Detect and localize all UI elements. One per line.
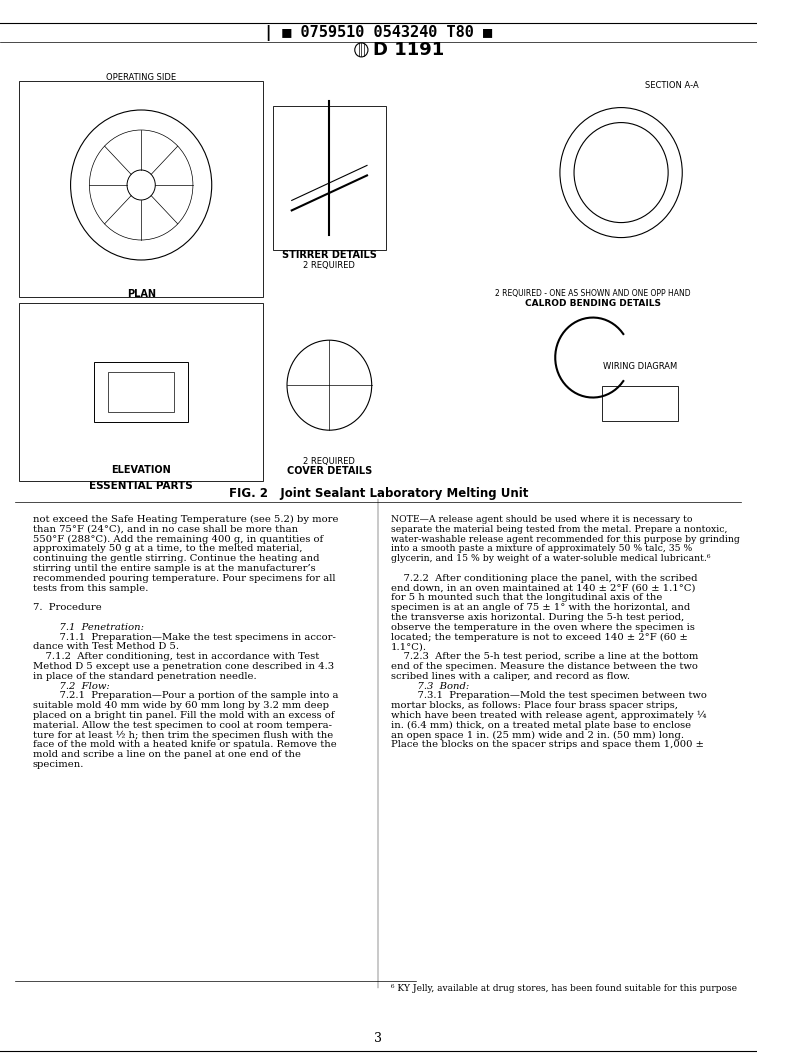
Text: Place the blocks on the spacer strips and space them 1,000 ±: Place the blocks on the spacer strips an… xyxy=(390,740,703,750)
Text: recommended pouring temperature. Pour specimens for all: recommended pouring temperature. Pour sp… xyxy=(33,573,335,583)
Text: continuing the gentle stirring. Continue the heating and: continuing the gentle stirring. Continue… xyxy=(33,554,319,563)
Text: PLAN: PLAN xyxy=(127,289,156,298)
Text: mold and scribe a line on the panel at one end of the: mold and scribe a line on the panel at o… xyxy=(33,750,300,759)
Text: an open space 1 in. (25 mm) wide and 2 in. (50 mm) long.: an open space 1 in. (25 mm) wide and 2 i… xyxy=(390,731,683,740)
Text: 7.  Procedure: 7. Procedure xyxy=(33,603,101,613)
Text: COVER DETAILS: COVER DETAILS xyxy=(287,466,372,476)
Text: WIRING DIAGRAM: WIRING DIAGRAM xyxy=(602,362,676,371)
Text: 7.1.2  After conditioning, test in accordance with Test: 7.1.2 After conditioning, test in accord… xyxy=(33,652,319,662)
Text: water-washable release agent recommended for this purpose by grinding: water-washable release agent recommended… xyxy=(390,534,739,544)
Text: which have been treated with release agent, approximately ¼: which have been treated with release age… xyxy=(390,712,705,720)
Text: ⁶ KY Jelly, available at drug stores, has been found suitable for this purpose: ⁶ KY Jelly, available at drug stores, ha… xyxy=(390,984,736,993)
Text: the transverse axis horizontal. During the 5-h test period,: the transverse axis horizontal. During t… xyxy=(390,613,683,622)
Text: | ■ 0759510 0543240 T80 ■: | ■ 0759510 0543240 T80 ■ xyxy=(264,24,491,41)
Text: OPERATING SIDE: OPERATING SIDE xyxy=(106,73,176,82)
Text: NOTE—A release agent should be used where it is necessary to: NOTE—A release agent should be used wher… xyxy=(390,515,691,524)
Text: 2 REQUIRED - ONE AS SHOWN AND ONE OPP HAND: 2 REQUIRED - ONE AS SHOWN AND ONE OPP HA… xyxy=(495,289,690,297)
Text: glycerin, and 15 % by weight of a water-soluble medical lubricant.⁶: glycerin, and 15 % by weight of a water-… xyxy=(390,554,709,563)
Text: FIG. 2   Joint Sealant Laboratory Melting Unit: FIG. 2 Joint Sealant Laboratory Melting … xyxy=(228,487,528,500)
Text: into a smooth paste a mixture of approximately 50 % talc, 35 %: into a smooth paste a mixture of approxi… xyxy=(390,545,691,553)
Text: 7.1.1  Preparation—Make the test specimens in accor-: 7.1.1 Preparation—Make the test specimen… xyxy=(47,633,336,641)
Text: ture for at least ½ h; then trim the specimen flush with the: ture for at least ½ h; then trim the spe… xyxy=(33,731,332,740)
Text: 7.2  Flow:: 7.2 Flow: xyxy=(47,682,110,690)
Text: 1.1°C).: 1.1°C). xyxy=(390,643,426,651)
Text: in. (6.4 mm) thick, on a treated metal plate base to enclose: in. (6.4 mm) thick, on a treated metal p… xyxy=(390,721,690,730)
Text: 7.1  Penetration:: 7.1 Penetration: xyxy=(47,623,144,632)
Text: in place of the standard penetration needle.: in place of the standard penetration nee… xyxy=(33,672,256,681)
Text: approximately 50 g at a time, to the melted material,: approximately 50 g at a time, to the mel… xyxy=(33,545,302,553)
Text: 550°F (288°C). Add the remaining 400 g, in quantities of: 550°F (288°C). Add the remaining 400 g, … xyxy=(33,534,323,544)
Text: 7.2.2  After conditioning place the panel, with the scribed: 7.2.2 After conditioning place the panel… xyxy=(390,573,696,583)
Text: material. Allow the test specimen to cool at room tempera-: material. Allow the test specimen to coo… xyxy=(33,721,332,730)
Text: 3: 3 xyxy=(374,1032,381,1045)
Text: 7.3  Bond:: 7.3 Bond: xyxy=(404,682,468,690)
Text: stirring until the entire sample is at the manufacturer’s: stirring until the entire sample is at t… xyxy=(33,564,315,573)
Text: than 75°F (24°C), and in no case shall be more than: than 75°F (24°C), and in no case shall b… xyxy=(33,525,298,534)
Text: located; the temperature is not to exceed 140 ± 2°F (60 ±: located; the temperature is not to excee… xyxy=(390,633,687,641)
Text: end down, in an oven maintained at 140 ± 2°F (60 ± 1.1°C): end down, in an oven maintained at 140 ±… xyxy=(390,584,694,593)
Text: observe the temperature in the oven where the specimen is: observe the temperature in the oven wher… xyxy=(390,623,694,632)
Text: CALROD BENDING DETAILS: CALROD BENDING DETAILS xyxy=(524,298,660,308)
Text: end of the specimen. Measure the distance between the two: end of the specimen. Measure the distanc… xyxy=(390,662,696,671)
Text: for 5 h mounted such that the longitudinal axis of the: for 5 h mounted such that the longitudin… xyxy=(390,594,661,602)
Text: placed on a bright tin panel. Fill the mold with an excess of: placed on a bright tin panel. Fill the m… xyxy=(33,712,334,720)
Text: face of the mold with a heated knife or spatula. Remove the: face of the mold with a heated knife or … xyxy=(33,740,336,750)
FancyBboxPatch shape xyxy=(94,362,188,422)
Text: Method D 5 except use a penetration cone described in 4.3: Method D 5 except use a penetration cone… xyxy=(33,662,333,671)
Text: 7.3.1  Preparation—Mold the test specimen between two: 7.3.1 Preparation—Mold the test specimen… xyxy=(404,691,706,701)
Text: not exceed the Safe Heating Temperature (see 5.2) by more: not exceed the Safe Heating Temperature … xyxy=(33,515,338,525)
FancyBboxPatch shape xyxy=(18,82,263,296)
Text: ESSENTIAL PARTS: ESSENTIAL PARTS xyxy=(89,481,193,492)
FancyBboxPatch shape xyxy=(18,303,263,481)
Text: scribed lines with a caliper, and record as flow.: scribed lines with a caliper, and record… xyxy=(390,672,629,681)
Text: 2 REQUIRED: 2 REQUIRED xyxy=(303,458,355,466)
Text: 2 REQUIRED: 2 REQUIRED xyxy=(303,261,355,271)
Text: separate the material being tested from the metal. Prepare a nontoxic,: separate the material being tested from … xyxy=(390,525,726,534)
Text: suitable mold 40 mm wide by 60 mm long by 3.2 mm deep: suitable mold 40 mm wide by 60 mm long b… xyxy=(33,701,328,710)
Text: SECTION A-A: SECTION A-A xyxy=(644,82,698,90)
Text: STIRRER DETAILS: STIRRER DETAILS xyxy=(282,251,377,260)
Text: specimen.: specimen. xyxy=(33,760,84,769)
Text: 7.2.3  After the 5-h test period, scribe a line at the bottom: 7.2.3 After the 5-h test period, scribe … xyxy=(390,652,697,662)
Text: ELEVATION: ELEVATION xyxy=(111,465,171,475)
Text: D 1191: D 1191 xyxy=(372,41,443,58)
Text: 7.2.1  Preparation—Pour a portion of the sample into a: 7.2.1 Preparation—Pour a portion of the … xyxy=(47,691,338,701)
Text: mortar blocks, as follows: Place four brass spacer strips,: mortar blocks, as follows: Place four br… xyxy=(390,701,677,710)
Text: dance with Test Method D 5.: dance with Test Method D 5. xyxy=(33,643,179,651)
Text: specimen is at an angle of 75 ± 1° with the horizontal, and: specimen is at an angle of 75 ± 1° with … xyxy=(390,603,689,613)
Text: tests from this sample.: tests from this sample. xyxy=(33,584,148,593)
